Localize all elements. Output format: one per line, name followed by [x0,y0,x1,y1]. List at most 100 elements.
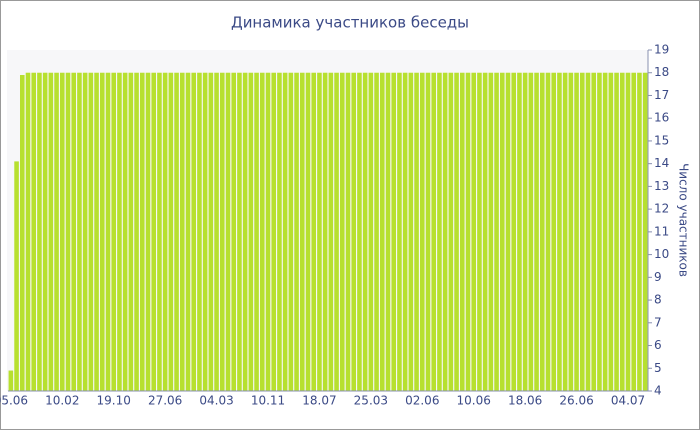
x-tick-label: 27.06 [148,394,182,408]
bar [545,72,551,391]
bar [328,72,334,391]
bar [580,72,585,391]
x-tick-label: 26.06 [559,394,593,408]
bar [425,72,431,391]
bar [305,72,311,391]
x-tick-label: 10.02 [45,394,79,408]
bar [420,72,425,391]
bar [37,72,42,391]
x-tick-label: 02.06 [405,394,439,408]
bar [214,72,219,391]
bar [517,72,522,391]
bar [31,72,36,391]
bar [77,72,82,391]
bar [185,72,191,391]
bar [71,72,76,391]
bar [151,72,156,391]
bar [174,72,179,391]
y-tick-label: 11 [654,224,669,238]
bar [300,72,305,391]
bar [488,72,494,391]
y-tick-label: 8 [654,293,662,307]
bar [574,72,579,391]
bar [140,72,145,391]
y-tick-label: 9 [654,270,662,284]
bar [122,72,128,391]
bar [414,72,419,391]
bar [528,72,534,391]
y-tick-label: 18 [654,65,669,79]
bar [20,75,25,392]
bar [557,72,562,391]
bar [454,72,459,391]
bar [380,72,385,391]
bar [231,72,236,391]
bar [631,72,636,391]
bar [465,72,471,391]
x-tick-label: 10.06 [457,394,491,408]
y-tick-label: 15 [654,133,669,147]
bar [25,72,31,391]
bar [111,72,116,391]
bar [540,72,545,391]
bar [168,72,174,391]
bar [505,72,511,391]
bar [8,370,14,391]
bar [408,72,414,391]
bar [334,72,339,391]
bar [391,72,396,391]
bar [460,72,465,391]
y-tick-label: 6 [654,338,662,352]
bar [431,72,436,391]
bar [157,72,162,391]
bar [625,72,631,391]
bar [271,72,276,391]
bar [585,72,591,391]
bar [620,72,625,391]
bar [248,72,254,391]
bar [94,72,99,391]
bar [237,72,242,391]
y-tick-label: 12 [654,202,669,216]
bar [591,72,596,391]
bar [322,72,328,391]
x-tick-label: 04.07 [611,394,645,408]
bar [437,72,442,391]
bar [282,72,288,391]
bar [642,72,648,391]
bar [551,72,556,391]
bar [14,161,19,391]
bar [374,72,379,391]
bar [105,72,111,391]
y-tick-label: 5 [654,361,662,375]
bar [88,72,94,391]
bar [477,72,482,391]
y-tick-label: 19 [654,43,669,57]
bar [448,72,454,391]
bar [471,72,476,391]
chart-title: Динамика участников беседы [231,14,469,32]
bar [597,72,602,391]
bar [145,72,151,391]
bar [368,72,374,391]
x-tick-label: 18.07 [302,394,336,408]
bar [357,72,362,391]
x-tick-label: 18.06 [508,394,542,408]
bar [48,72,54,391]
bar [65,72,71,391]
bar [225,72,231,391]
bar [202,72,208,391]
bar [351,72,356,391]
bar [442,72,448,391]
bar [220,72,225,391]
y-tick-label: 17 [654,88,669,102]
bar [277,72,282,391]
bar [242,72,248,391]
x-tick-label: 10.11 [251,394,285,408]
bar [500,72,505,391]
x-tick-label: 05.06 [0,394,28,408]
bar [402,72,408,391]
y-tick-label: 4 [654,384,662,398]
bar [602,72,608,391]
